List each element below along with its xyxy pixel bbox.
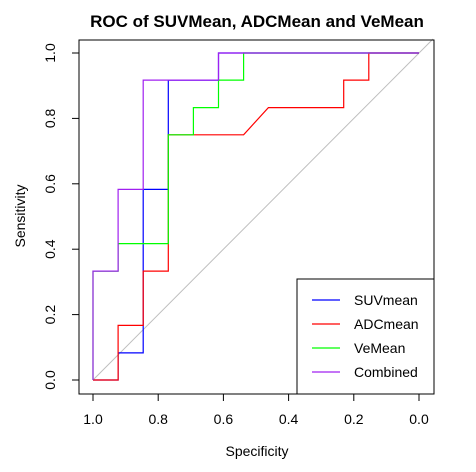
x-tick-label: 0.8: [148, 411, 168, 427]
y-tick-label: 0.6: [42, 174, 58, 194]
x-tick-label: 1.0: [83, 411, 103, 427]
y-tick-label: 0.0: [42, 370, 58, 390]
reference-diagonal-line: [92, 38, 434, 381]
chart-title: ROC of SUVMean, ADCMean and VeMean: [90, 12, 424, 31]
x-tick-label: 0.0: [409, 411, 429, 427]
y-axis: 0.0 0.2 0.4 0.6 0.8 1.0: [42, 43, 79, 390]
y-tick-label: 0.2: [42, 305, 58, 325]
legend-label-vemean: VeMean: [354, 340, 405, 356]
legend: SUVmean ADCmean VeMean Combined: [296, 278, 435, 395]
x-axis-label: Specificity: [225, 443, 288, 459]
legend-label-combined: Combined: [354, 364, 418, 380]
x-tick-label: 0.6: [214, 411, 234, 427]
legend-label-suvmean: SUVmean: [354, 292, 418, 308]
reference-line-layer: [92, 38, 434, 381]
plot-frame: [78, 39, 435, 395]
y-tick-label: 0.8: [42, 108, 58, 128]
series-layer: [92, 52, 419, 381]
legend-box: [296, 278, 435, 395]
x-tick-label: 0.2: [344, 411, 364, 427]
x-tick-label: 0.4: [279, 411, 299, 427]
y-tick-label: 1.0: [42, 43, 58, 63]
plot-area: [92, 38, 434, 381]
legend-label-adcmean: ADCmean: [354, 316, 419, 332]
series-line-adcmean: [93, 52, 419, 381]
y-axis-label: Sensitivity: [12, 184, 28, 247]
y-tick-label: 0.4: [42, 239, 58, 259]
series-line-combined: [92, 52, 419, 380]
x-axis: 1.0 0.8 0.6 0.4 0.2 0.0: [83, 394, 429, 427]
